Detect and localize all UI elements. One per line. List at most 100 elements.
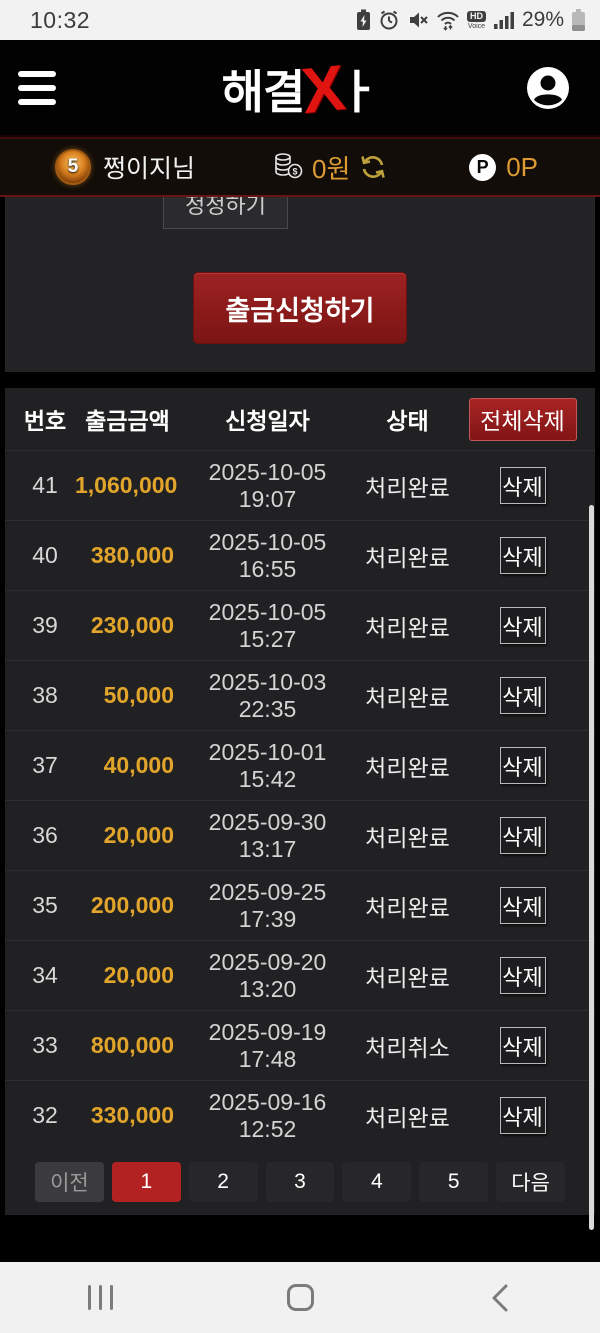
page-button-1[interactable]: 1	[111, 1162, 181, 1202]
row-no: 33	[32, 1032, 58, 1058]
delete-button[interactable]: 삭제	[499, 677, 546, 714]
row-no: 41	[32, 472, 58, 498]
page-next-button[interactable]: 다음	[496, 1162, 566, 1202]
table-row: 32 330,000 2025-09-16 12:52 처리완료 삭제	[5, 1080, 595, 1150]
row-amount: 20,000	[103, 822, 174, 848]
page-button-3[interactable]: 3	[265, 1162, 335, 1202]
table-row: 36 20,000 2025-09-30 13:17 처리완료 삭제	[5, 800, 595, 870]
home-button[interactable]	[200, 1262, 400, 1333]
page-prev-button[interactable]: 이전	[35, 1162, 104, 1202]
row-status: 처리완료	[365, 894, 450, 921]
col-header-status: 상태	[386, 408, 429, 434]
table-row: 37 40,000 2025-10-01 15:42 처리완료 삭제	[5, 730, 595, 800]
battery-saver-icon	[356, 9, 371, 31]
clock: 10:32	[30, 6, 91, 33]
table-row: 33 800,000 2025-09-19 17:48 처리취소 삭제	[5, 1010, 595, 1080]
row-date: 2025-10-05 15:27	[208, 598, 327, 652]
row-amount: 50,000	[103, 682, 174, 708]
row-date: 2025-09-30 13:17	[208, 808, 327, 862]
col-header-date: 신청일자	[225, 408, 310, 434]
col-header-amount: 출금금액	[85, 408, 170, 434]
row-no: 40	[32, 542, 58, 568]
table-row: 34 20,000 2025-09-20 13:20 처리완료 삭제	[5, 940, 595, 1010]
withdraw-request-button[interactable]: 출금신청하기	[193, 272, 407, 344]
refresh-icon[interactable]	[358, 152, 388, 182]
balance-amount: 0원	[312, 153, 351, 184]
row-amount: 800,000	[90, 1032, 174, 1058]
delete-button[interactable]: 삭제	[499, 1027, 546, 1064]
correct-button[interactable]: 정정하기	[163, 197, 288, 229]
scrollbar[interactable]	[589, 505, 594, 1230]
delete-button[interactable]: 삭제	[499, 957, 546, 994]
point-icon: P	[469, 153, 497, 181]
row-status: 처리완료	[365, 964, 450, 991]
table-row: 39 230,000 2025-10-05 15:27 처리완료 삭제	[5, 590, 595, 660]
withdraw-form-card: 정정하기 출금신청하기	[5, 197, 595, 372]
delete-button[interactable]: 삭제	[499, 887, 546, 924]
menu-icon[interactable]	[18, 71, 56, 107]
recents-icon	[87, 1285, 113, 1310]
wifi-icon	[436, 9, 460, 31]
profile-icon[interactable]	[526, 66, 570, 110]
delete-all-button[interactable]: 전체삭제	[468, 397, 577, 441]
row-status: 처리완료	[365, 754, 450, 781]
row-no: 39	[32, 612, 58, 638]
back-button[interactable]	[400, 1262, 600, 1333]
delete-button[interactable]: 삭제	[499, 1097, 546, 1134]
row-date: 2025-10-05 19:07	[208, 458, 327, 512]
row-no: 36	[32, 822, 58, 848]
username: 쩡이지님	[103, 155, 196, 183]
user-info-bar: 5 쩡이지님 $ 0원 P 0P	[0, 137, 600, 197]
row-no: 35	[32, 892, 58, 918]
app-header: 해결 X ㅏ	[0, 40, 600, 137]
row-amount: 200,000	[90, 892, 174, 918]
row-date: 2025-10-01 15:42	[208, 738, 327, 792]
status-bar: 10:32 HD Voice 29%	[0, 0, 600, 40]
row-amount: 380,000	[90, 542, 174, 568]
pagination: 이전 1 2 3 4 5 다음	[35, 1162, 566, 1202]
points-amount: 0P	[506, 151, 538, 182]
delete-button[interactable]: 삭제	[499, 467, 546, 504]
delete-button[interactable]: 삭제	[499, 607, 546, 644]
page-button-5[interactable]: 5	[419, 1162, 489, 1202]
row-date: 2025-09-20 13:20	[208, 948, 327, 1002]
table-body: 41 1,060,000 2025-10-05 19:07 처리완료 삭제 40…	[5, 450, 595, 1150]
table-header: 번호 출금금액 신청일자 상태 전체삭제	[5, 388, 595, 450]
row-no: 38	[32, 682, 58, 708]
withdraw-history-card: 번호 출금금액 신청일자 상태 전체삭제 41 1,060,000 2025-1…	[5, 388, 595, 1215]
mute-icon	[407, 9, 429, 31]
page-button-4[interactable]: 4	[342, 1162, 412, 1202]
row-date: 2025-10-05 16:55	[208, 528, 327, 582]
delete-button[interactable]: 삭제	[499, 817, 546, 854]
row-date: 2025-09-19 17:48	[208, 1018, 327, 1072]
hd-voice-icon: HD Voice	[466, 10, 486, 30]
table-row: 40 380,000 2025-10-05 16:55 처리완료 삭제	[5, 520, 595, 590]
table-row: 35 200,000 2025-09-25 17:39 처리완료 삭제	[5, 870, 595, 940]
row-status: 처리완료	[365, 614, 450, 641]
row-amount: 1,060,000	[75, 472, 178, 498]
signal-icon	[493, 9, 515, 31]
logo-x-brush: X	[298, 50, 349, 127]
page-button-2[interactable]: 2	[188, 1162, 258, 1202]
row-date: 2025-10-03 22:35	[208, 668, 327, 722]
row-status: 처리완료	[365, 1104, 450, 1131]
battery-icon	[571, 8, 586, 32]
alarm-icon	[378, 9, 400, 31]
android-nav-bar	[0, 1262, 600, 1333]
row-status: 처리완료	[365, 824, 450, 851]
table-row: 41 1,060,000 2025-10-05 19:07 처리완료 삭제	[5, 450, 595, 520]
coins-icon: $	[272, 149, 304, 186]
col-header-no: 번호	[23, 408, 67, 434]
row-status: 처리취소	[365, 1034, 450, 1061]
site-logo[interactable]: 해결 X ㅏ	[221, 50, 380, 127]
row-no: 37	[32, 752, 58, 778]
delete-button[interactable]: 삭제	[499, 537, 546, 574]
delete-button[interactable]: 삭제	[499, 747, 546, 784]
row-date: 2025-09-16 12:52	[208, 1088, 327, 1142]
recents-button[interactable]	[0, 1262, 200, 1333]
battery-percent: 29%	[521, 8, 564, 31]
level-badge: 5	[55, 149, 91, 185]
back-icon	[492, 1284, 508, 1311]
home-icon	[286, 1284, 314, 1311]
row-status: 처리완료	[365, 544, 450, 571]
